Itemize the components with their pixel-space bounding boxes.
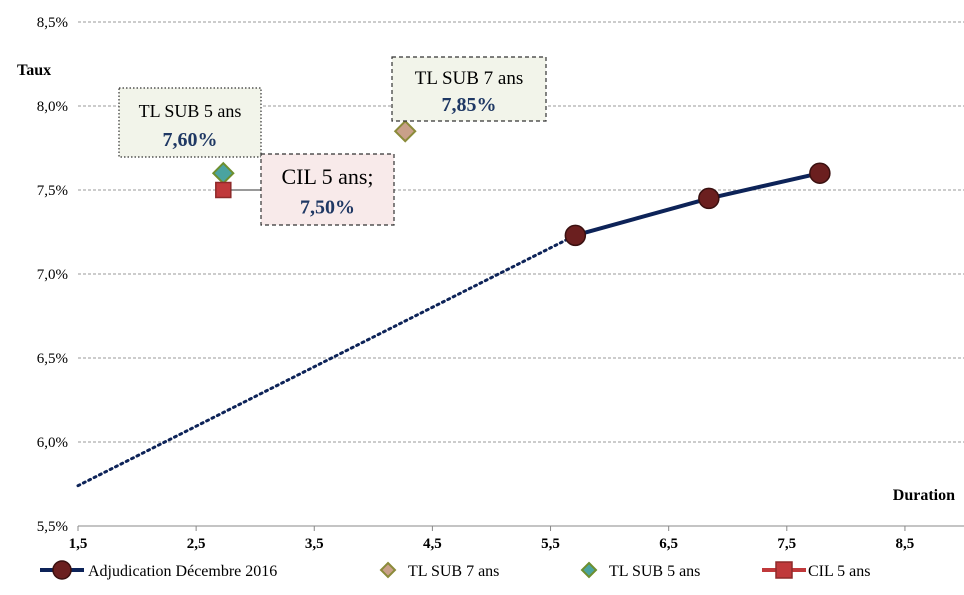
legend-label: TL SUB 7 ans bbox=[408, 563, 499, 580]
callout-name: TL SUB 5 ans bbox=[139, 101, 242, 121]
legend-marker bbox=[52, 560, 72, 580]
series-layer bbox=[76, 119, 831, 488]
y-tick-label: 6,0% bbox=[37, 435, 68, 451]
callout-value: 7,50% bbox=[300, 197, 355, 219]
data-point bbox=[211, 161, 235, 185]
x-tick-label: 1,5 bbox=[69, 536, 88, 552]
callout-box bbox=[118, 87, 262, 158]
legend-entry: CIL 5 ans bbox=[762, 561, 871, 580]
x-tick-label: 3,5 bbox=[305, 536, 324, 552]
legend-marker bbox=[580, 561, 598, 579]
callout-value: 7,60% bbox=[163, 129, 218, 151]
data-label-callout: TL SUB 7 ans 7,85% bbox=[391, 56, 547, 122]
y-tick-label: 5,5% bbox=[37, 519, 68, 535]
legend-marker bbox=[775, 561, 793, 579]
trend-dotted-line bbox=[76, 233, 577, 488]
x-tick-label: 6,5 bbox=[659, 536, 678, 552]
legend-label: CIL 5 ans bbox=[808, 563, 871, 580]
callout-box bbox=[260, 153, 395, 226]
legend-entry: TL SUB 5 ans bbox=[580, 561, 700, 580]
legend-marker bbox=[379, 561, 397, 579]
y-tick-label: 6,5% bbox=[37, 351, 68, 367]
data-point bbox=[809, 162, 831, 184]
legend-label: Adjudication Décembre 2016 bbox=[88, 563, 277, 580]
callout-box bbox=[391, 56, 547, 122]
data-label-callout: TL SUB 5 ans 7,60% bbox=[118, 87, 262, 158]
series-line bbox=[574, 171, 821, 238]
y-tick-label: 7,5% bbox=[37, 183, 68, 199]
x-tick-label: 7,5 bbox=[777, 536, 796, 552]
x-tick-label: 2,5 bbox=[187, 536, 206, 552]
y-axis-title: Taux bbox=[17, 62, 51, 79]
data-label-callout: CIL 5 ans; 7,50% bbox=[231, 153, 395, 226]
callout-name: CIL 5 ans; bbox=[281, 164, 373, 189]
y-tick-label: 8,0% bbox=[37, 99, 68, 115]
x-tick-label: 4,5 bbox=[423, 536, 442, 552]
legend: Adjudication Décembre 2016 TL SUB 7 ans TL… bbox=[40, 560, 871, 580]
legend-entry: Adjudication Décembre 2016 bbox=[40, 560, 277, 580]
data-point bbox=[393, 119, 417, 143]
callout-value: 7,85% bbox=[442, 94, 497, 116]
x-tick-label: 8,5 bbox=[896, 536, 915, 552]
legend-entry: TL SUB 7 ans bbox=[379, 561, 499, 580]
callouts: TL SUB 7 ans 7,85% TL SUB 5 ans 7,60% CIL 5 … bbox=[118, 56, 547, 226]
callout-name: TL SUB 7 ans bbox=[415, 68, 524, 89]
x-axis-title: Duration bbox=[893, 487, 955, 504]
y-tick-label: 8,5% bbox=[37, 15, 68, 31]
legend-label: TL SUB 5 ans bbox=[609, 563, 700, 580]
x-axis-ticks: 1,5 2,5 3,5 4,5 5,5 6,5 7,5 8,5 bbox=[69, 526, 915, 552]
data-point bbox=[564, 224, 587, 247]
y-axis-ticks: 5,5% 6,0% 6,5% 7,0% 7,5% 8,0% 8,5% bbox=[37, 15, 68, 535]
x-tick-label: 5,5 bbox=[541, 536, 560, 552]
y-tick-label: 7,0% bbox=[37, 267, 68, 283]
data-point bbox=[215, 181, 232, 199]
data-point bbox=[698, 187, 720, 210]
